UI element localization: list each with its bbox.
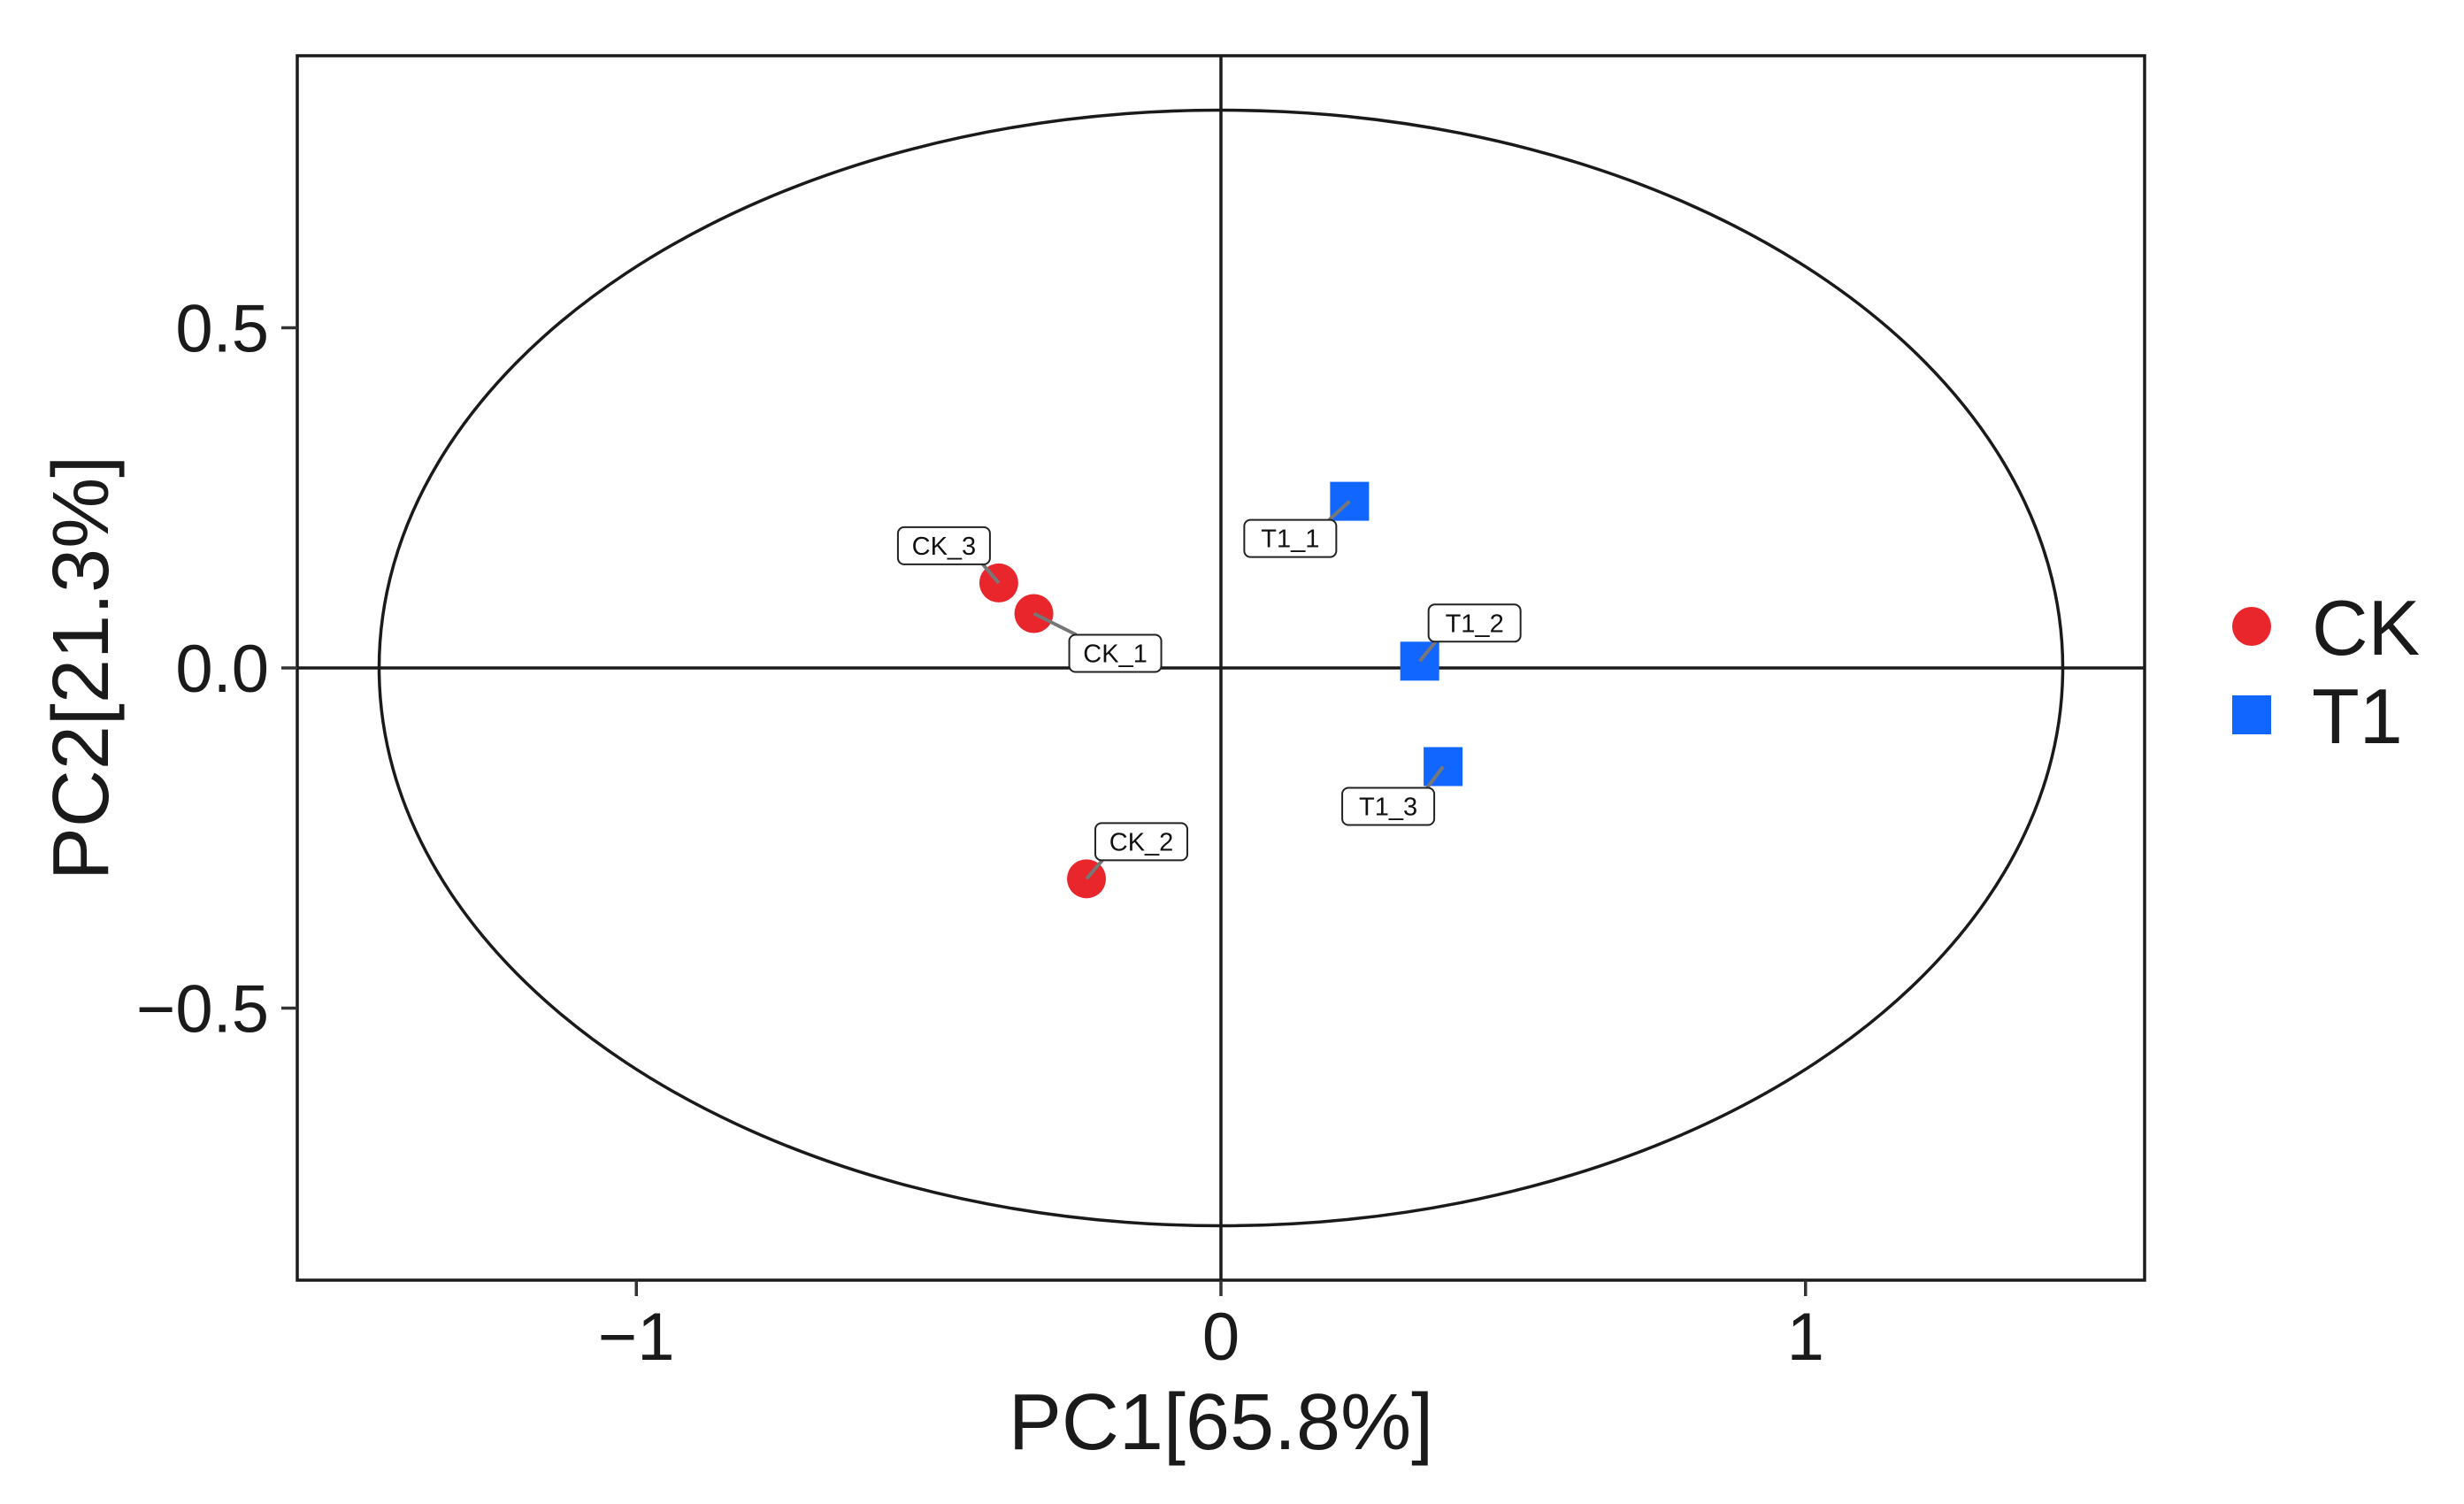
point-label-ck-2: CK_2 — [1085, 822, 1189, 880]
confidence-ellipse — [377, 108, 2065, 1228]
point-label-text: T1_1 — [1261, 526, 1319, 554]
point-label-box — [1068, 633, 1163, 673]
point-label-connector — [1085, 859, 1104, 880]
point-label-text: CK_1 — [1083, 640, 1148, 668]
point-label-ck-1: CK_1 — [1032, 611, 1163, 673]
point-label-box — [1427, 603, 1522, 643]
point-labels: CK_1 CK_2 CK_3 T1_1 T1_2 T1_3 — [896, 500, 1522, 880]
legend-marker-square — [2232, 695, 2271, 734]
point-label-text: T1_3 — [1359, 793, 1417, 821]
point-label-t1-3: T1_3 — [1341, 765, 1445, 826]
y-tick-label: −0.5 — [136, 971, 269, 1047]
point-label-t1-1: T1_1 — [1243, 500, 1351, 558]
point-label-connector — [1418, 641, 1438, 663]
point-label-box — [1243, 518, 1338, 558]
legend-label: T1 — [2312, 672, 2403, 760]
point-label-t1-2: T1_2 — [1418, 603, 1522, 663]
point-label-connector — [1032, 611, 1078, 637]
legend-item-ck: CK — [2232, 584, 2420, 671]
x-tick-label: −1 — [598, 1300, 675, 1375]
x-axis-title: PC1[65.8%] — [1009, 1378, 1433, 1467]
point-label-ck-3: CK_3 — [896, 526, 1001, 585]
point-label-text: CK_3 — [912, 533, 977, 561]
y-axis-title: PC2[21.3%] — [37, 456, 126, 880]
y-tick-label: 0.0 — [175, 632, 269, 707]
x-tick-label: 1 — [1787, 1300, 1824, 1375]
point-label-connector — [1328, 500, 1351, 522]
point-label-text: CK_2 — [1109, 828, 1174, 856]
point-label-connector — [1425, 765, 1445, 789]
x-axis: −1 0 1 — [598, 1280, 1824, 1375]
point-label-connector — [981, 563, 1001, 585]
point-label-box — [896, 526, 991, 565]
point-label-box — [1341, 787, 1436, 826]
legend-label: CK — [2312, 584, 2420, 671]
y-tick-label: 0.5 — [175, 292, 269, 367]
legend-marker-circle — [2232, 607, 2271, 646]
plot-panel — [296, 54, 2146, 1282]
point-label-box — [1094, 822, 1189, 862]
y-axis: 0.5 0.0 −0.5 — [136, 292, 297, 1047]
point-label-text: T1_2 — [1446, 610, 1504, 638]
legend-item-t1: T1 — [2232, 672, 2403, 760]
x-tick-label: 0 — [1202, 1300, 1240, 1375]
